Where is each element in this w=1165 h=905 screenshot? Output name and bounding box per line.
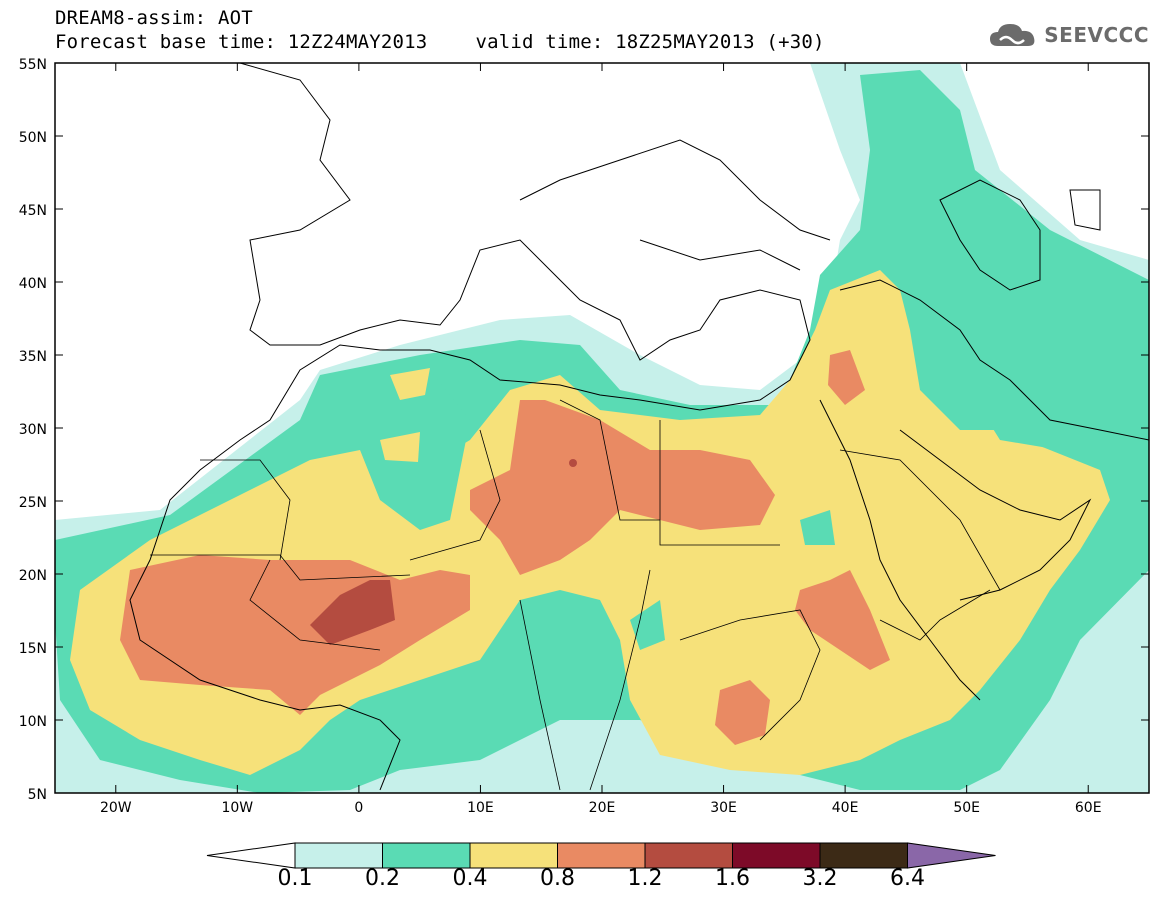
lat-tick-label: 30N — [19, 422, 47, 438]
lat-tick-label: 5N — [28, 787, 47, 803]
aot-contour-0.8 — [715, 680, 770, 745]
lat-tick-label: 55N — [19, 57, 47, 73]
aot-patch-yellow — [390, 368, 430, 400]
colorbar-level-label: 3.2 — [802, 866, 838, 891]
lon-tick-label: 50E — [953, 800, 980, 816]
colorbar-box — [469, 842, 558, 869]
lat-tick-label: 45N — [19, 203, 47, 219]
map-title: DREAM8-assim: AOT — [55, 7, 253, 29]
lon-tick-label: 30E — [710, 800, 737, 816]
aot-patch-green — [800, 510, 835, 545]
aot-patch-green — [630, 600, 665, 650]
lat-tick-label: 40N — [19, 276, 47, 292]
lat-tick-label: 20N — [19, 568, 47, 584]
colorbar-level-label: 0.4 — [452, 866, 488, 891]
political-borders — [150, 399, 1001, 791]
colorbar-level-label: 6.4 — [890, 866, 925, 891]
cloud-icon — [990, 24, 1035, 46]
colorbar-level-label: 0.2 — [365, 866, 400, 891]
lon-axis: 20W 10W 0 10E 20E 30E 40E 50E 60E — [100, 63, 1102, 816]
colorbar-box — [732, 842, 821, 869]
lat-tick-label: 25N — [19, 495, 47, 511]
coastlines — [129, 62, 1150, 791]
lon-tick-label: 20W — [100, 800, 132, 816]
base-time: Forecast base time: 12Z24MAY2013 — [55, 31, 428, 53]
aot-patch-green — [960, 345, 1090, 450]
lat-tick-label: 10N — [19, 714, 47, 730]
colorbar-box — [557, 842, 646, 869]
time-info: Forecast base time: 12Z24MAY2013 valid ti… — [55, 31, 825, 53]
colorbar-box — [819, 842, 908, 869]
lon-tick-label: 0 — [354, 800, 363, 816]
aot-patch-green — [490, 605, 590, 695]
colorbar-level-label: 0.1 — [277, 866, 313, 891]
lat-tick-label: 15N — [19, 641, 47, 657]
colorbar-under-arrow — [206, 842, 296, 869]
aot-contour-0.8 — [470, 400, 775, 575]
lon-tick-label: 10W — [221, 800, 253, 816]
logo: SEEVCCC — [988, 20, 1149, 50]
aot-contour-0.8 — [828, 350, 865, 405]
lon-tick-label: 10E — [467, 800, 494, 816]
colorbar-box — [382, 842, 471, 869]
aot-contour-1.2 — [569, 459, 577, 467]
colorbar-level-label: 0.8 — [540, 866, 575, 891]
aot-patch-yellow — [380, 432, 420, 462]
lon-tick-label: 40E — [832, 800, 859, 816]
lon-tick-label: 60E — [1075, 800, 1102, 816]
logo-text: SEEVCCC — [1044, 23, 1149, 47]
lat-tick-label: 35N — [19, 349, 47, 365]
colorbar-box — [644, 842, 733, 869]
aot-contour-1.2 — [310, 580, 395, 645]
lat-axis: 55N 50N 45N 40N 35N 30N 25N 20N 15N 10N 5N — [19, 57, 1149, 803]
colorbar-box — [294, 842, 383, 869]
lon-tick-label: 20E — [589, 800, 616, 816]
aot-contour-0.8 — [795, 570, 890, 670]
valid-time: valid time: 18Z25MAY2013 (+30) — [475, 31, 825, 53]
lat-tick-label: 50N — [19, 130, 47, 146]
colorbar-level-label: 1.2 — [627, 866, 663, 891]
colorbar-level-label: 1.6 — [715, 866, 750, 891]
colorbar-over-arrow — [907, 842, 996, 869]
